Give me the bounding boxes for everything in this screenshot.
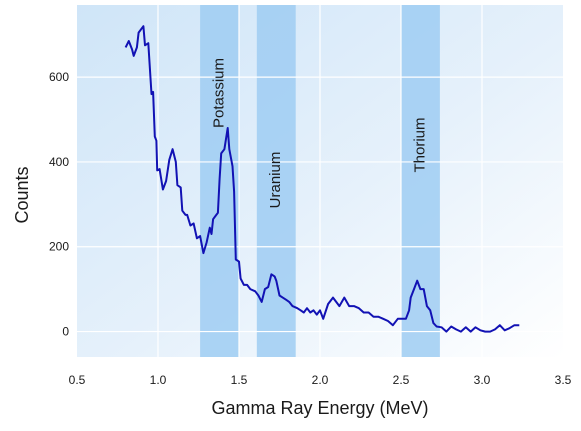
y-tick-label: 200: [49, 240, 69, 254]
x-tick-label: 1.5: [231, 373, 248, 387]
y-tick-labels: 0 200 400 600: [49, 70, 69, 338]
x-tick-label: 0.5: [69, 373, 86, 387]
x-tick-label: 3.0: [474, 373, 491, 387]
band-label-potassium: Potassium: [211, 58, 228, 128]
x-axis-title: Gamma Ray Energy (MeV): [211, 398, 428, 418]
x-tick-label: 2.0: [312, 373, 329, 387]
x-tick-label: 3.5: [555, 373, 572, 387]
y-tick-label: 400: [49, 155, 69, 169]
y-tick-label: 0: [62, 325, 69, 339]
series-line-0: [124, 25, 520, 333]
x-tick-labels: 0.5 1.0 1.5 2.0 2.5 3.0 3.5: [69, 373, 572, 387]
band-labels-layer: Potassium Uranium Thorium: [211, 58, 429, 208]
y-axis-title: Counts: [12, 166, 32, 223]
band-label-uranium: Uranium: [267, 152, 284, 209]
y-tick-label: 600: [49, 70, 69, 84]
x-tick-label: 2.5: [393, 373, 410, 387]
series-layer: [124, 25, 520, 333]
x-tick-label: 1.0: [150, 373, 167, 387]
band-label-thorium: Thorium: [411, 117, 428, 172]
band-thorium: [401, 5, 440, 357]
grid-layer: [77, 5, 563, 357]
